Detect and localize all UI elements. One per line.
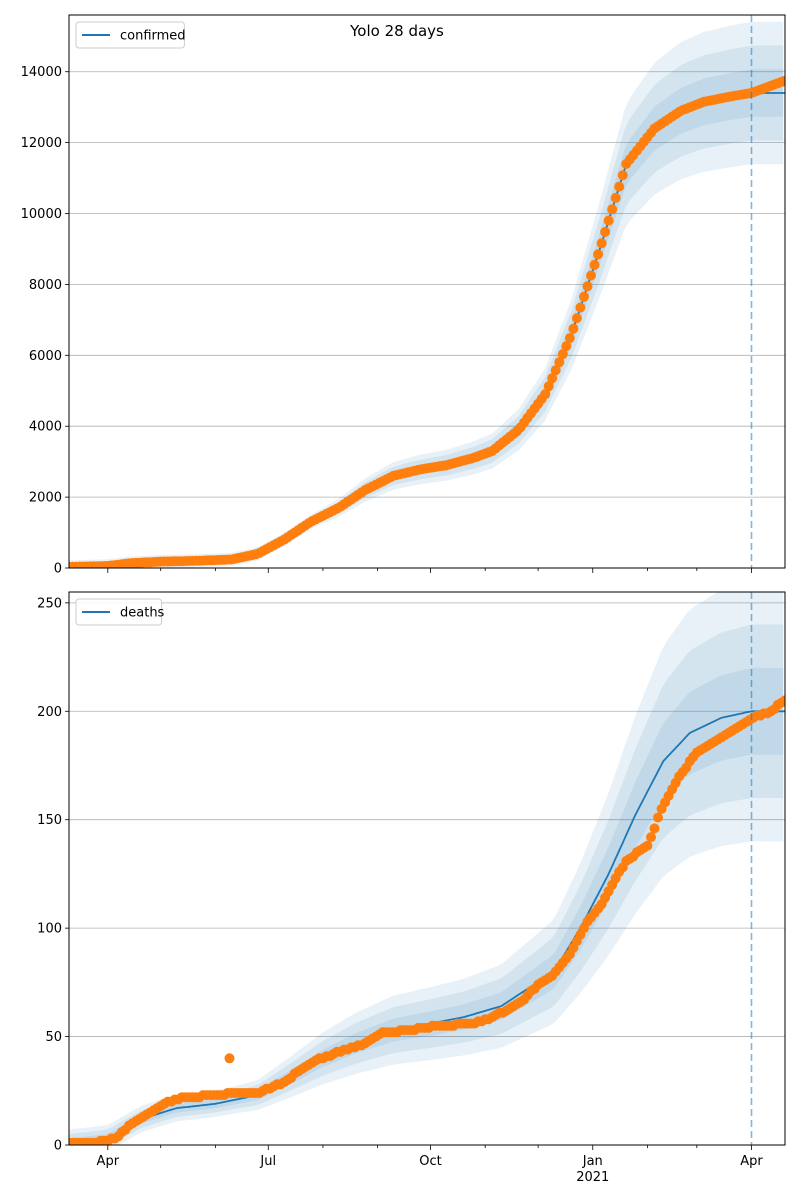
x-tick-label: Apr: [97, 1154, 120, 1169]
legend-box: [75, 21, 185, 49]
confirmed-panel: 0 2000 4000 6000 8000 10000 12000 14000 Yolo 28 …: [21, 14, 786, 577]
observed-point: [596, 238, 607, 249]
observed-point: [614, 181, 625, 192]
plot-area: [69, 21, 785, 568]
x-tick-label-line: 2021: [576, 1170, 609, 1185]
legend-box: [75, 598, 163, 626]
legend-label: deaths: [120, 606, 165, 621]
observed-point: [642, 840, 653, 851]
uncertainty-band: [69, 21, 784, 568]
x-tick-label-line: Oct: [419, 1154, 441, 1169]
legend-label: confirmed: [120, 29, 186, 44]
observed-point: [600, 226, 611, 237]
x-tick-label: Oct: [419, 1154, 441, 1169]
observed-point: [561, 341, 572, 352]
uncertainty-band: [69, 592, 784, 1145]
observed-point: [607, 204, 618, 215]
observed-point: [571, 313, 582, 324]
observed-point: [589, 259, 600, 270]
observed-point: [593, 249, 604, 260]
observed-point: [557, 349, 568, 360]
y-tick-label: 0: [54, 1139, 62, 1154]
chart-title: Yolo 28 days: [349, 22, 444, 40]
x-tick-label-line: Apr: [97, 1154, 120, 1169]
uncertainty-band: [69, 624, 784, 1145]
observed-point: [540, 389, 551, 400]
y-tick-label: 0: [54, 562, 62, 577]
y-tick-label: 150: [37, 813, 62, 828]
y-tick-label: 8000: [29, 278, 62, 293]
y-tick-label: 2000: [29, 491, 62, 506]
observed-point: [575, 302, 586, 313]
x-tick-label: Apr: [740, 1154, 763, 1169]
y-tick-label: 12000: [21, 136, 62, 151]
x-tick-label-line: Jul: [259, 1154, 276, 1169]
y-tick-label: 6000: [29, 349, 62, 364]
observed-point: [582, 281, 593, 292]
y-tick-label: 200: [37, 705, 62, 720]
x-tick-label-line: Apr: [740, 1154, 763, 1169]
observed-point: [653, 812, 663, 823]
observed-point: [617, 170, 628, 181]
observed-point: [586, 270, 596, 281]
observed-point: [649, 823, 660, 834]
axes-frame: [68, 14, 786, 569]
axes-frame: [68, 591, 786, 1146]
observed-point: [603, 215, 614, 226]
observed-point: [646, 832, 656, 843]
observed-point: [579, 291, 589, 302]
uncertainty-band: [69, 667, 784, 1145]
observed-point: [543, 381, 554, 392]
observed-point: [780, 695, 785, 706]
y-tick-label: 14000: [21, 65, 62, 80]
observed-point: [564, 333, 575, 344]
y-tick-label: 250: [37, 596, 62, 611]
deaths-panel: 0 50 100 150 200 250 Apr Jul Oct Jan 2021 Apr deaths: [37, 591, 786, 1185]
observed-point: [547, 373, 558, 384]
y-tick-label: 100: [37, 922, 62, 937]
observed-point: [568, 323, 579, 334]
y-tick-label: 4000: [29, 420, 62, 435]
x-tick-label: Jul: [259, 1154, 276, 1169]
y-tick-label: 50: [45, 1030, 62, 1045]
x-tick-label-line: Jan: [582, 1154, 603, 1169]
observed-point: [554, 357, 565, 368]
observed-point: [610, 192, 621, 203]
x-tick-label: Jan 2021: [576, 1154, 609, 1185]
observed-point: [780, 75, 785, 86]
observed-point: [550, 365, 561, 376]
plot-area: [69, 592, 785, 1145]
y-tick-label: 10000: [21, 207, 62, 222]
observed-point: [224, 1053, 235, 1064]
